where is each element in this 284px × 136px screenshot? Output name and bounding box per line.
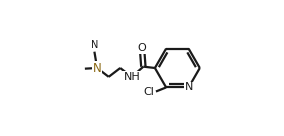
Text: N: N	[91, 40, 98, 50]
Text: N: N	[184, 82, 193, 92]
Text: Cl: Cl	[144, 86, 154, 97]
Text: N: N	[93, 61, 101, 75]
Text: O: O	[138, 43, 146, 53]
Text: NH: NH	[124, 72, 140, 82]
